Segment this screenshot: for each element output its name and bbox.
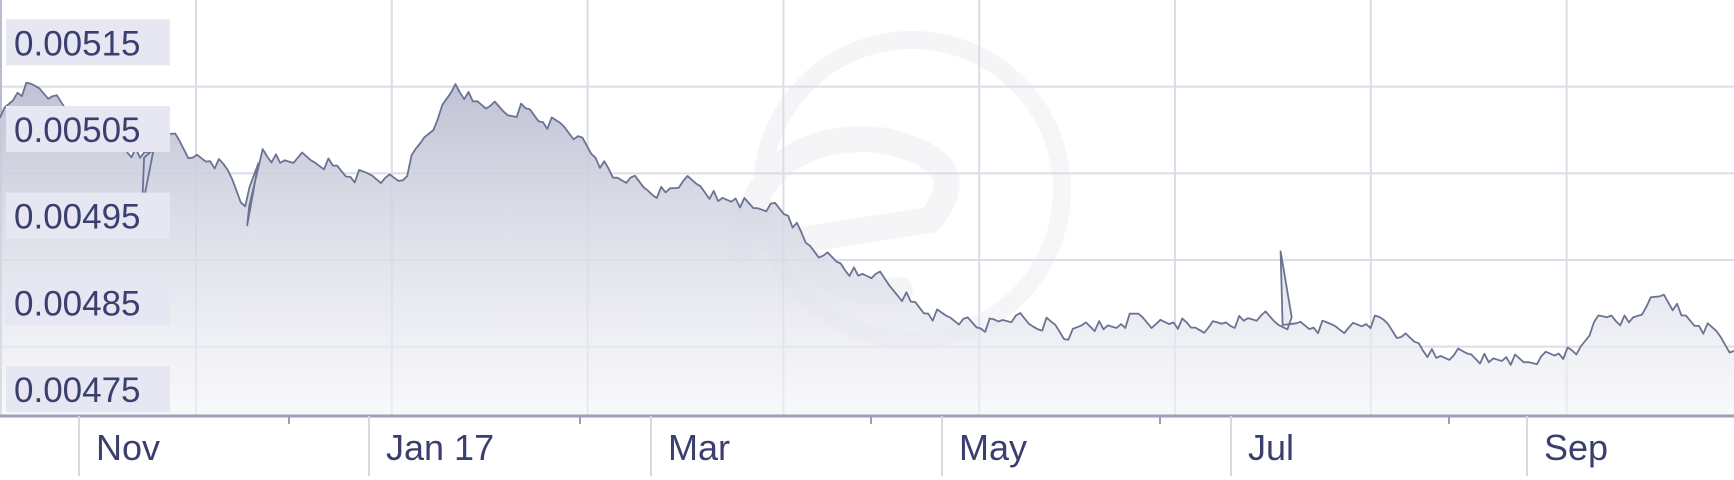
y-tick: 0.00495 — [6, 192, 170, 239]
y-tick-label: 0.00495 — [14, 198, 141, 237]
y-tick-bg — [6, 106, 170, 152]
series-line — [0, 81, 1734, 366]
x-tick-label: Sep — [1544, 427, 1608, 468]
y-tick-label: 0.00475 — [14, 371, 141, 410]
y-tick-bg — [6, 192, 170, 239]
x-tick-label: Mar — [668, 427, 730, 468]
y-tick: 0.00505 — [6, 106, 170, 152]
y-axis: 0.00515 0.00505 0.00495 0.00485 0.00475 — [6, 19, 170, 412]
x-tick-label: May — [959, 427, 1027, 468]
series-area — [0, 82, 1734, 417]
x-tick-label: Jul — [1248, 427, 1294, 468]
y-tick: 0.00485 — [6, 279, 170, 326]
y-tick-bg — [6, 279, 170, 326]
y-tick-label: 0.00485 — [14, 284, 141, 323]
x-axis: Nov Jan 17 Mar May Jul Sep — [0, 414, 1734, 476]
y-tick: 0.00475 — [6, 366, 170, 412]
x-tick-label: Jan 17 — [386, 427, 494, 468]
area-layer — [0, 81, 1734, 417]
y-tick: 0.00515 — [6, 19, 170, 66]
y-tick-bg — [6, 366, 170, 412]
y-tick-bg — [6, 19, 170, 66]
y-tick-label: 0.00515 — [14, 24, 141, 63]
x-tick-label: Nov — [96, 427, 160, 468]
y-tick-label: 0.00505 — [14, 111, 141, 150]
